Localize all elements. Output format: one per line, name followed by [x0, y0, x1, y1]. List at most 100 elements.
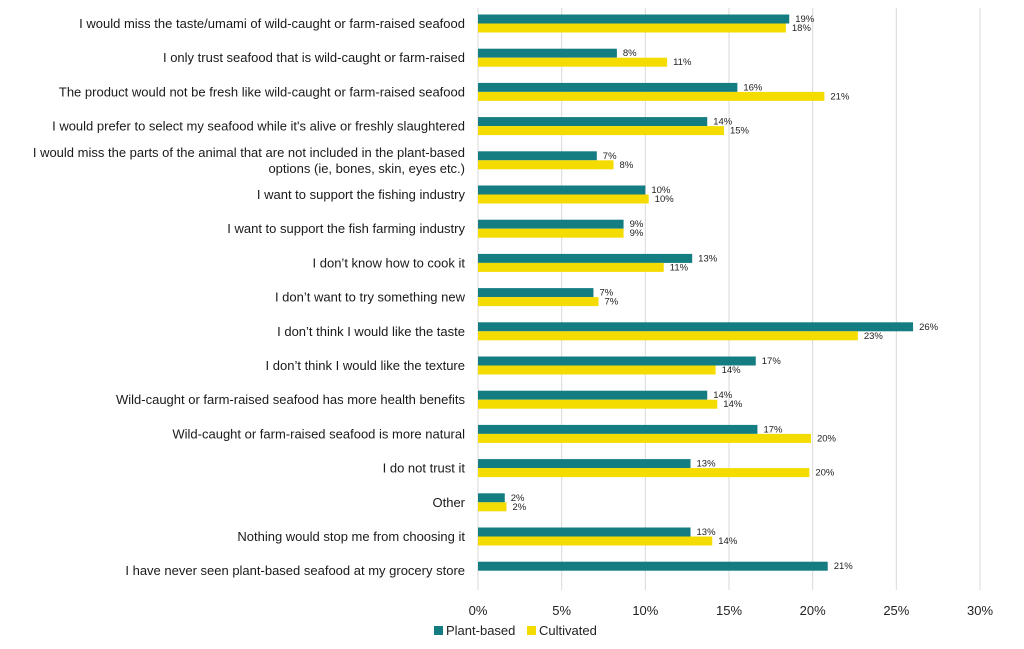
bar-plant-based — [478, 48, 617, 58]
data-label: 21% — [834, 561, 854, 572]
bar-cultivated — [478, 468, 810, 478]
category-label: I would miss the parts of the animal tha… — [33, 145, 465, 160]
bar-cultivated — [478, 365, 716, 375]
category-label: The product would not be fresh like wild… — [59, 84, 465, 99]
bar-plant-based — [478, 117, 708, 127]
bar-cultivated — [478, 262, 664, 272]
data-label: 20% — [815, 468, 835, 479]
bar-cultivated — [478, 194, 649, 204]
bar-plant-based — [478, 219, 624, 229]
data-label: 2% — [512, 502, 526, 513]
data-label: 7% — [603, 151, 617, 162]
x-tick-label: 20% — [800, 603, 826, 618]
data-label: 14% — [713, 117, 733, 128]
data-label: 14% — [722, 365, 742, 376]
bar-plant-based — [478, 288, 594, 298]
bar-cultivated — [478, 126, 724, 136]
legend: Plant-based Cultivated — [434, 623, 597, 638]
category-label: I don’t know how to cook it — [313, 255, 466, 270]
data-label: 14% — [713, 390, 733, 401]
legend-swatch-plant-based — [434, 626, 443, 635]
bar-cultivated — [478, 23, 786, 33]
bar-plant-based — [478, 459, 691, 469]
bar-cultivated — [478, 91, 825, 101]
data-label: 17% — [762, 356, 782, 367]
data-label: 14% — [718, 536, 738, 547]
bar-plant-based — [478, 493, 505, 503]
category-labels: I would miss the taste/umami of wild-cau… — [33, 16, 466, 578]
category-label: options (ie, bones, skin, eyes etc.) — [268, 161, 465, 176]
category-label: I don’t think I would like the taste — [277, 324, 465, 339]
data-label: 10% — [655, 194, 675, 205]
legend-label-cultivated: Cultivated — [539, 623, 597, 638]
x-tick-label: 0% — [469, 603, 488, 618]
data-label: 11% — [670, 262, 689, 273]
data-label: 13% — [697, 459, 717, 470]
data-label: 8% — [620, 160, 634, 171]
bar-plant-based — [478, 151, 597, 161]
data-label: 17% — [763, 424, 783, 435]
x-tick-label: 10% — [632, 603, 658, 618]
bar-plant-based — [478, 185, 646, 195]
bar-plant-based — [478, 322, 914, 332]
data-label: 18% — [792, 23, 812, 34]
data-label: 19% — [795, 14, 815, 25]
category-label: I would prefer to select my seafood whil… — [52, 119, 465, 134]
bar-cultivated — [478, 297, 599, 307]
category-label: Wild-caught or farm-raised seafood has m… — [116, 392, 466, 407]
data-label: 10% — [651, 185, 671, 196]
data-label: 13% — [698, 253, 718, 264]
category-label: Other — [432, 495, 465, 510]
category-label: I do not trust it — [383, 461, 466, 476]
x-tick-label: 30% — [967, 603, 993, 618]
bar-plant-based — [478, 82, 738, 92]
bar-cultivated — [478, 399, 718, 409]
category-label: I don’t think I would like the texture — [266, 358, 465, 373]
x-axis-ticks: 0% 5% 10% 15% 20% 25% 30% — [469, 603, 994, 618]
category-label: I have never seen plant-based seafood at… — [125, 563, 465, 578]
bar-plant-based — [478, 14, 790, 24]
data-label: 7% — [599, 288, 613, 299]
data-label: 21% — [830, 91, 850, 102]
bar-cultivated — [478, 160, 614, 170]
data-label: 7% — [604, 297, 618, 308]
data-label: 9% — [630, 228, 644, 239]
data-label: 11% — [673, 57, 692, 68]
legend-label-plant-based: Plant-based — [446, 623, 515, 638]
category-label: Nothing would stop me from choosing it — [237, 529, 465, 544]
data-label: 14% — [723, 399, 743, 410]
data-labels: 19%18%8%11%16%21%14%15%7%8%10%10%9%9%13%… — [511, 14, 939, 572]
category-label: I want to support the fish farming indus… — [227, 221, 465, 236]
category-label: Wild-caught or farm-raised seafood is mo… — [172, 426, 465, 441]
bar-plant-based — [478, 424, 758, 434]
bar-cultivated — [478, 228, 624, 238]
bar-plant-based — [478, 527, 691, 537]
bar-cultivated — [478, 331, 858, 341]
category-label: I only trust seafood that is wild-caught… — [163, 50, 465, 65]
bar-cultivated — [478, 57, 668, 67]
data-label: 20% — [817, 433, 837, 444]
x-tick-label: 25% — [883, 603, 909, 618]
legend-swatch-cultivated — [527, 626, 536, 635]
bar-plant-based — [478, 356, 756, 366]
x-tick-label: 15% — [716, 603, 742, 618]
bar-cultivated — [478, 502, 507, 512]
bar-cultivated — [478, 536, 713, 546]
data-label: 13% — [697, 527, 717, 538]
data-label: 8% — [623, 48, 637, 59]
bar-plant-based — [478, 253, 693, 263]
data-label: 2% — [511, 493, 525, 504]
bars — [478, 14, 914, 571]
data-label: 9% — [630, 219, 644, 230]
gridlines — [477, 8, 981, 590]
data-label: 15% — [730, 126, 750, 137]
bar-plant-based — [478, 561, 828, 571]
bar-plant-based — [478, 390, 708, 400]
x-tick-label: 5% — [552, 603, 571, 618]
category-label: I would miss the taste/umami of wild-cau… — [79, 16, 465, 31]
category-label: I want to support the fishing industry — [257, 187, 466, 202]
data-label: 23% — [864, 331, 884, 342]
bar-cultivated — [478, 433, 811, 443]
category-label: I don’t want to try something new — [275, 290, 466, 305]
